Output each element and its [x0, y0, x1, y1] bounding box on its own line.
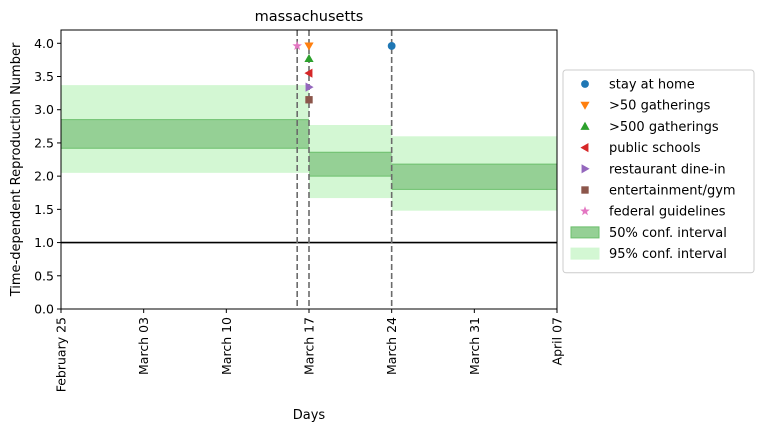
legend-marker: [581, 164, 590, 174]
intervention-marker: [305, 82, 314, 92]
legend-marker: [580, 121, 590, 130]
legend-swatch: [570, 247, 600, 260]
x-tick-label: April 07: [550, 317, 565, 365]
y-tick-label: 0.0: [34, 302, 54, 317]
intervention-markers: [292, 40, 396, 104]
legend-marker: [580, 101, 590, 110]
y-tick-label: 0.5: [34, 268, 54, 283]
legend-marker: [580, 143, 589, 153]
ci50-band: [61, 119, 298, 149]
legend-label: 95% conf. interval: [609, 247, 727, 262]
y-tick-label: 4.0: [34, 36, 54, 51]
legend-label: 50% conf. interval: [609, 226, 727, 241]
legend: stay at home >50 gatherings >500 gathering…: [562, 69, 755, 274]
x-tick-label: February 25: [54, 317, 69, 392]
y-tick-label: 2.5: [34, 135, 54, 150]
ci50-band: [391, 164, 557, 190]
y-axis: 0.0 0.5 1.0 1.5 2.0 2.5 3.0 3.5 4.0: [34, 36, 61, 317]
x-tick-label: March 24: [384, 317, 399, 375]
x-axis: February 25 March 03 March 10 March 17 March…: [54, 309, 565, 392]
x-tick-label: March 10: [219, 317, 234, 375]
x-tick-label: March 17: [302, 317, 317, 375]
y-tick-label: 1.5: [34, 202, 54, 217]
intervention-marker: [304, 42, 314, 51]
ci50-band: [309, 152, 392, 177]
intervention-marker: [292, 40, 302, 51]
intervention-marker: [305, 96, 313, 104]
intervention-marker: [387, 42, 396, 50]
legend-label: stay at home: [609, 78, 695, 93]
y-tick-label: 3.0: [34, 102, 54, 117]
legend-label: federal guidelines: [609, 205, 726, 220]
ci50-bands: [61, 119, 557, 190]
legend-marker: [581, 186, 589, 194]
x-tick-label: March 03: [136, 317, 151, 375]
legend-label: restaurant dine-in: [609, 162, 726, 177]
legend-swatch: [570, 226, 600, 239]
y-tick-label: 1.0: [34, 235, 54, 250]
y-tick-label: 2.0: [34, 169, 54, 184]
x-axis-label: Days: [293, 408, 326, 423]
intervention-marker: [304, 53, 314, 63]
legend-box: [562, 69, 755, 274]
intervention-marker: [304, 68, 313, 78]
chart-title: massachusetts: [255, 9, 364, 25]
legend-label: public schools: [609, 141, 701, 156]
ci50-band: [297, 119, 309, 149]
intervention-lines: [296, 30, 393, 309]
legend-label: >50 gatherings: [609, 99, 711, 114]
legend-marker: [580, 206, 590, 216]
legend-label: entertainment/gym: [609, 184, 736, 199]
y-axis-label: Time-dependent Reproduction Number: [9, 42, 24, 297]
y-tick-label: 3.5: [34, 69, 54, 84]
legend-marker: [581, 80, 589, 88]
legend-label: >500 gatherings: [609, 120, 719, 135]
x-tick-label: March 31: [467, 317, 482, 375]
